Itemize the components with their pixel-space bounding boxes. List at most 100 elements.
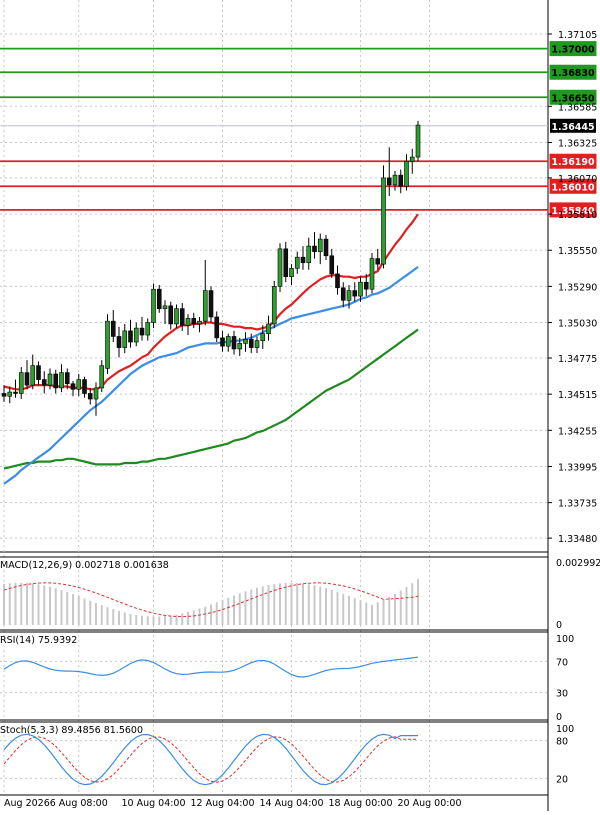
candle-up <box>358 281 363 297</box>
candle <box>220 330 225 352</box>
macd-axis-top: 0.002992 <box>556 558 600 569</box>
candle <box>82 376 87 398</box>
candle-up <box>174 308 179 325</box>
candle-up <box>18 372 24 394</box>
candle <box>254 336 260 354</box>
candle-up <box>346 290 352 301</box>
current-price-label: 1.36445 <box>551 122 594 133</box>
resistance-level-label-box <box>549 89 597 105</box>
support-level-label: 1.36190 <box>551 157 595 168</box>
candle-down <box>323 238 329 257</box>
candle <box>116 326 122 358</box>
candle <box>398 169 404 194</box>
price-tick-label: 1.34515 <box>558 390 597 401</box>
candle <box>375 248 381 270</box>
candle-up <box>254 340 260 348</box>
candle-up <box>99 365 105 389</box>
candle-up <box>122 330 128 348</box>
candle-up <box>162 305 168 309</box>
candle-down <box>208 290 214 318</box>
rsi-axis-label: 30 <box>556 689 568 700</box>
candle <box>237 337 243 356</box>
price-tick-label: 1.34775 <box>558 354 597 365</box>
candle <box>214 311 220 343</box>
price-tick-label: 1.35810 <box>558 210 597 221</box>
resistance-level-label-box <box>549 64 597 80</box>
rsi-axis-label: 100 <box>556 634 574 645</box>
candle <box>248 333 254 354</box>
candle <box>30 354 36 390</box>
candle-down <box>375 258 381 265</box>
candle-up <box>30 365 36 386</box>
candle-down <box>24 372 30 386</box>
candle <box>392 170 398 191</box>
candle <box>41 371 47 394</box>
candle-up <box>197 320 202 325</box>
candle-up <box>271 286 277 325</box>
candle-up <box>93 387 99 400</box>
candle <box>99 360 105 393</box>
candle <box>139 316 145 341</box>
candle-up <box>415 124 421 158</box>
candle <box>358 276 363 302</box>
stoch-axis-label: 100 <box>556 724 574 735</box>
stoch-axis-label: 80 <box>556 737 568 748</box>
candle <box>53 369 59 394</box>
candle-up <box>317 238 323 252</box>
candle <box>317 233 323 265</box>
candle <box>404 154 409 191</box>
price-tick-label: 1.36325 <box>558 138 597 149</box>
candle <box>105 314 110 374</box>
candle <box>191 312 197 329</box>
candle <box>36 361 41 386</box>
candle <box>133 322 139 347</box>
candle <box>277 243 283 292</box>
candle <box>7 386 13 404</box>
candle-down <box>191 318 197 325</box>
candle <box>168 301 174 330</box>
candle-down <box>128 330 133 343</box>
candle-up <box>243 338 248 344</box>
candle <box>145 318 151 341</box>
candle <box>352 282 358 302</box>
candle-down <box>36 365 41 380</box>
rsi-axis-label: 70 <box>556 657 568 668</box>
candle <box>202 259 208 326</box>
candle-down <box>312 245 317 252</box>
candle-down <box>13 391 18 394</box>
price-tick-label: 1.33735 <box>558 499 597 510</box>
candle-down <box>220 337 225 347</box>
candle <box>329 248 335 279</box>
time-axis-label: 18 Aug 00:00 <box>328 798 392 809</box>
candle-up <box>404 160 409 187</box>
candle-down <box>231 336 237 350</box>
candle-up <box>289 268 294 277</box>
price-tick-label: 1.35550 <box>558 246 597 257</box>
candle <box>409 148 415 174</box>
rsi-line <box>3 656 419 678</box>
candle-up <box>277 248 283 287</box>
resistance-level-label-box <box>549 41 597 57</box>
candle <box>24 360 30 390</box>
candle <box>179 303 185 331</box>
candle <box>162 300 168 324</box>
candle-down <box>116 336 122 348</box>
candle <box>260 325 266 349</box>
candle <box>289 264 294 285</box>
candle <box>335 265 340 295</box>
candle-down <box>1 393 7 397</box>
support-level-label-box <box>549 202 597 218</box>
candle <box>156 285 162 313</box>
candle-up <box>145 322 151 336</box>
candle <box>300 246 306 270</box>
candle <box>386 147 392 196</box>
candle-down <box>340 287 346 301</box>
candle <box>197 316 202 333</box>
stoch-d-line <box>3 736 418 783</box>
candle <box>110 310 116 343</box>
candle <box>306 237 312 270</box>
resistance-level-label: 1.36650 <box>551 93 595 104</box>
ma-slow-line <box>3 328 419 470</box>
candle <box>283 241 289 283</box>
